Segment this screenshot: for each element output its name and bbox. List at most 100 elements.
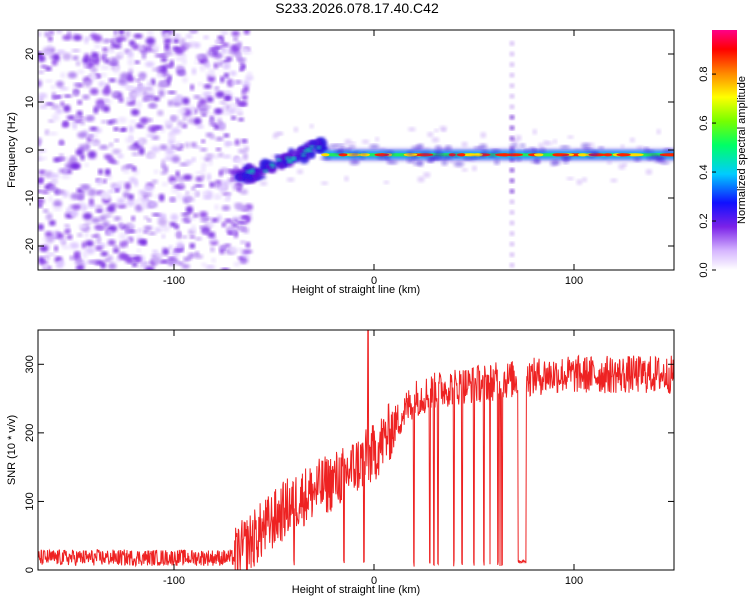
steady-line-core (472, 153, 483, 157)
noise-blob (137, 238, 146, 245)
noise-blob (112, 91, 120, 97)
noise-blob (112, 148, 122, 155)
noise-blob (103, 208, 108, 215)
noise-blob (117, 154, 124, 159)
x-tick-label: -100 (163, 575, 185, 587)
sparse-blob (471, 165, 477, 171)
noise-blob (195, 54, 204, 60)
steady-line-fringe (560, 145, 570, 149)
noise-blob (102, 87, 112, 96)
noise-blob (191, 224, 196, 232)
noise-blob (118, 232, 127, 240)
noise-blob (100, 261, 107, 269)
drift-core-blob (316, 146, 322, 150)
noise-blob (63, 94, 72, 98)
noise-blob (96, 178, 103, 185)
noise-blob (215, 46, 224, 50)
noise-blob (196, 124, 204, 129)
noise-blob (195, 251, 200, 257)
noise-blob (199, 64, 205, 72)
noise-blob (221, 47, 226, 54)
noise-blob (207, 75, 216, 83)
noise-blob (190, 142, 197, 148)
noise-blob (177, 108, 187, 115)
drift-core-blob (290, 157, 296, 161)
noise-blob (42, 209, 49, 213)
noise-blob (38, 189, 44, 193)
noise-blob (126, 199, 135, 207)
drift-core-blob (245, 170, 251, 174)
steady-line-fringe (470, 155, 481, 160)
noise-blob (118, 96, 124, 103)
noise-blob (69, 242, 80, 249)
noise-blob (220, 76, 225, 83)
noise-blob (114, 188, 120, 193)
noise-blob (210, 246, 215, 253)
noise-blob (185, 205, 194, 214)
noise-blob (38, 104, 49, 109)
sparse-blob (461, 168, 468, 172)
steady-line-fringe (359, 156, 365, 160)
steady-line-fringe (660, 161, 670, 165)
noise-blob (77, 99, 83, 105)
steady-line-fringe (435, 152, 445, 156)
noise-blob (206, 173, 212, 181)
noise-blob (46, 236, 55, 243)
sparse-blob (629, 137, 635, 143)
noise-blob (227, 231, 234, 235)
noise-blob (38, 92, 48, 99)
noise-blob (87, 190, 93, 196)
drift-core-blob (309, 145, 315, 149)
noise-blob (176, 241, 184, 250)
noise-blob (48, 220, 56, 226)
noise-blob (107, 189, 115, 194)
y-tick-label: -20 (24, 238, 36, 254)
noise-blob (138, 189, 146, 195)
noise-blob (181, 212, 190, 216)
sparse-blob (618, 163, 626, 170)
noise-blob (109, 57, 119, 65)
noise-blob (230, 116, 237, 120)
noise-blob (160, 214, 166, 219)
artifact-blob (509, 178, 515, 183)
noise-blob (203, 84, 212, 89)
noise-blob (167, 74, 172, 82)
noise-blob (183, 43, 193, 49)
noise-blob (221, 222, 227, 228)
noise-blob (81, 203, 87, 212)
noise-blob (241, 139, 248, 143)
noise-blob (130, 92, 138, 97)
noise-blob (236, 41, 242, 48)
noise-blob (38, 223, 44, 231)
noise-blob (39, 245, 49, 252)
drift-core-blob (270, 164, 276, 168)
steady-line-fringe (420, 151, 431, 157)
noise-blob (168, 197, 177, 202)
noise-blob (73, 251, 80, 260)
noise-blob (233, 230, 239, 239)
noise-blob (38, 203, 43, 208)
noise-blob (193, 117, 202, 125)
noise-blob (82, 94, 90, 100)
noise-blob (177, 120, 184, 127)
noise-blob (61, 121, 70, 128)
snr-y-label: SNR (10 * v/v) (6, 415, 18, 485)
artifact-blob (509, 51, 515, 57)
noise-blob (228, 108, 236, 114)
noise-blob (219, 185, 226, 193)
drift-blob (308, 140, 319, 145)
noise-blob (103, 154, 113, 160)
noise-blob (204, 62, 211, 69)
noise-blob (182, 115, 187, 122)
noise-blob (103, 53, 108, 58)
noise-blob (81, 241, 86, 249)
noise-blob (228, 246, 238, 254)
noise-blob (60, 156, 67, 161)
noise-blob (160, 80, 168, 86)
noise-blob (236, 221, 246, 225)
noise-blob (127, 224, 135, 228)
steady-line-core (577, 153, 588, 157)
steady-line-fringe (413, 161, 422, 166)
noise-blob (185, 34, 193, 39)
